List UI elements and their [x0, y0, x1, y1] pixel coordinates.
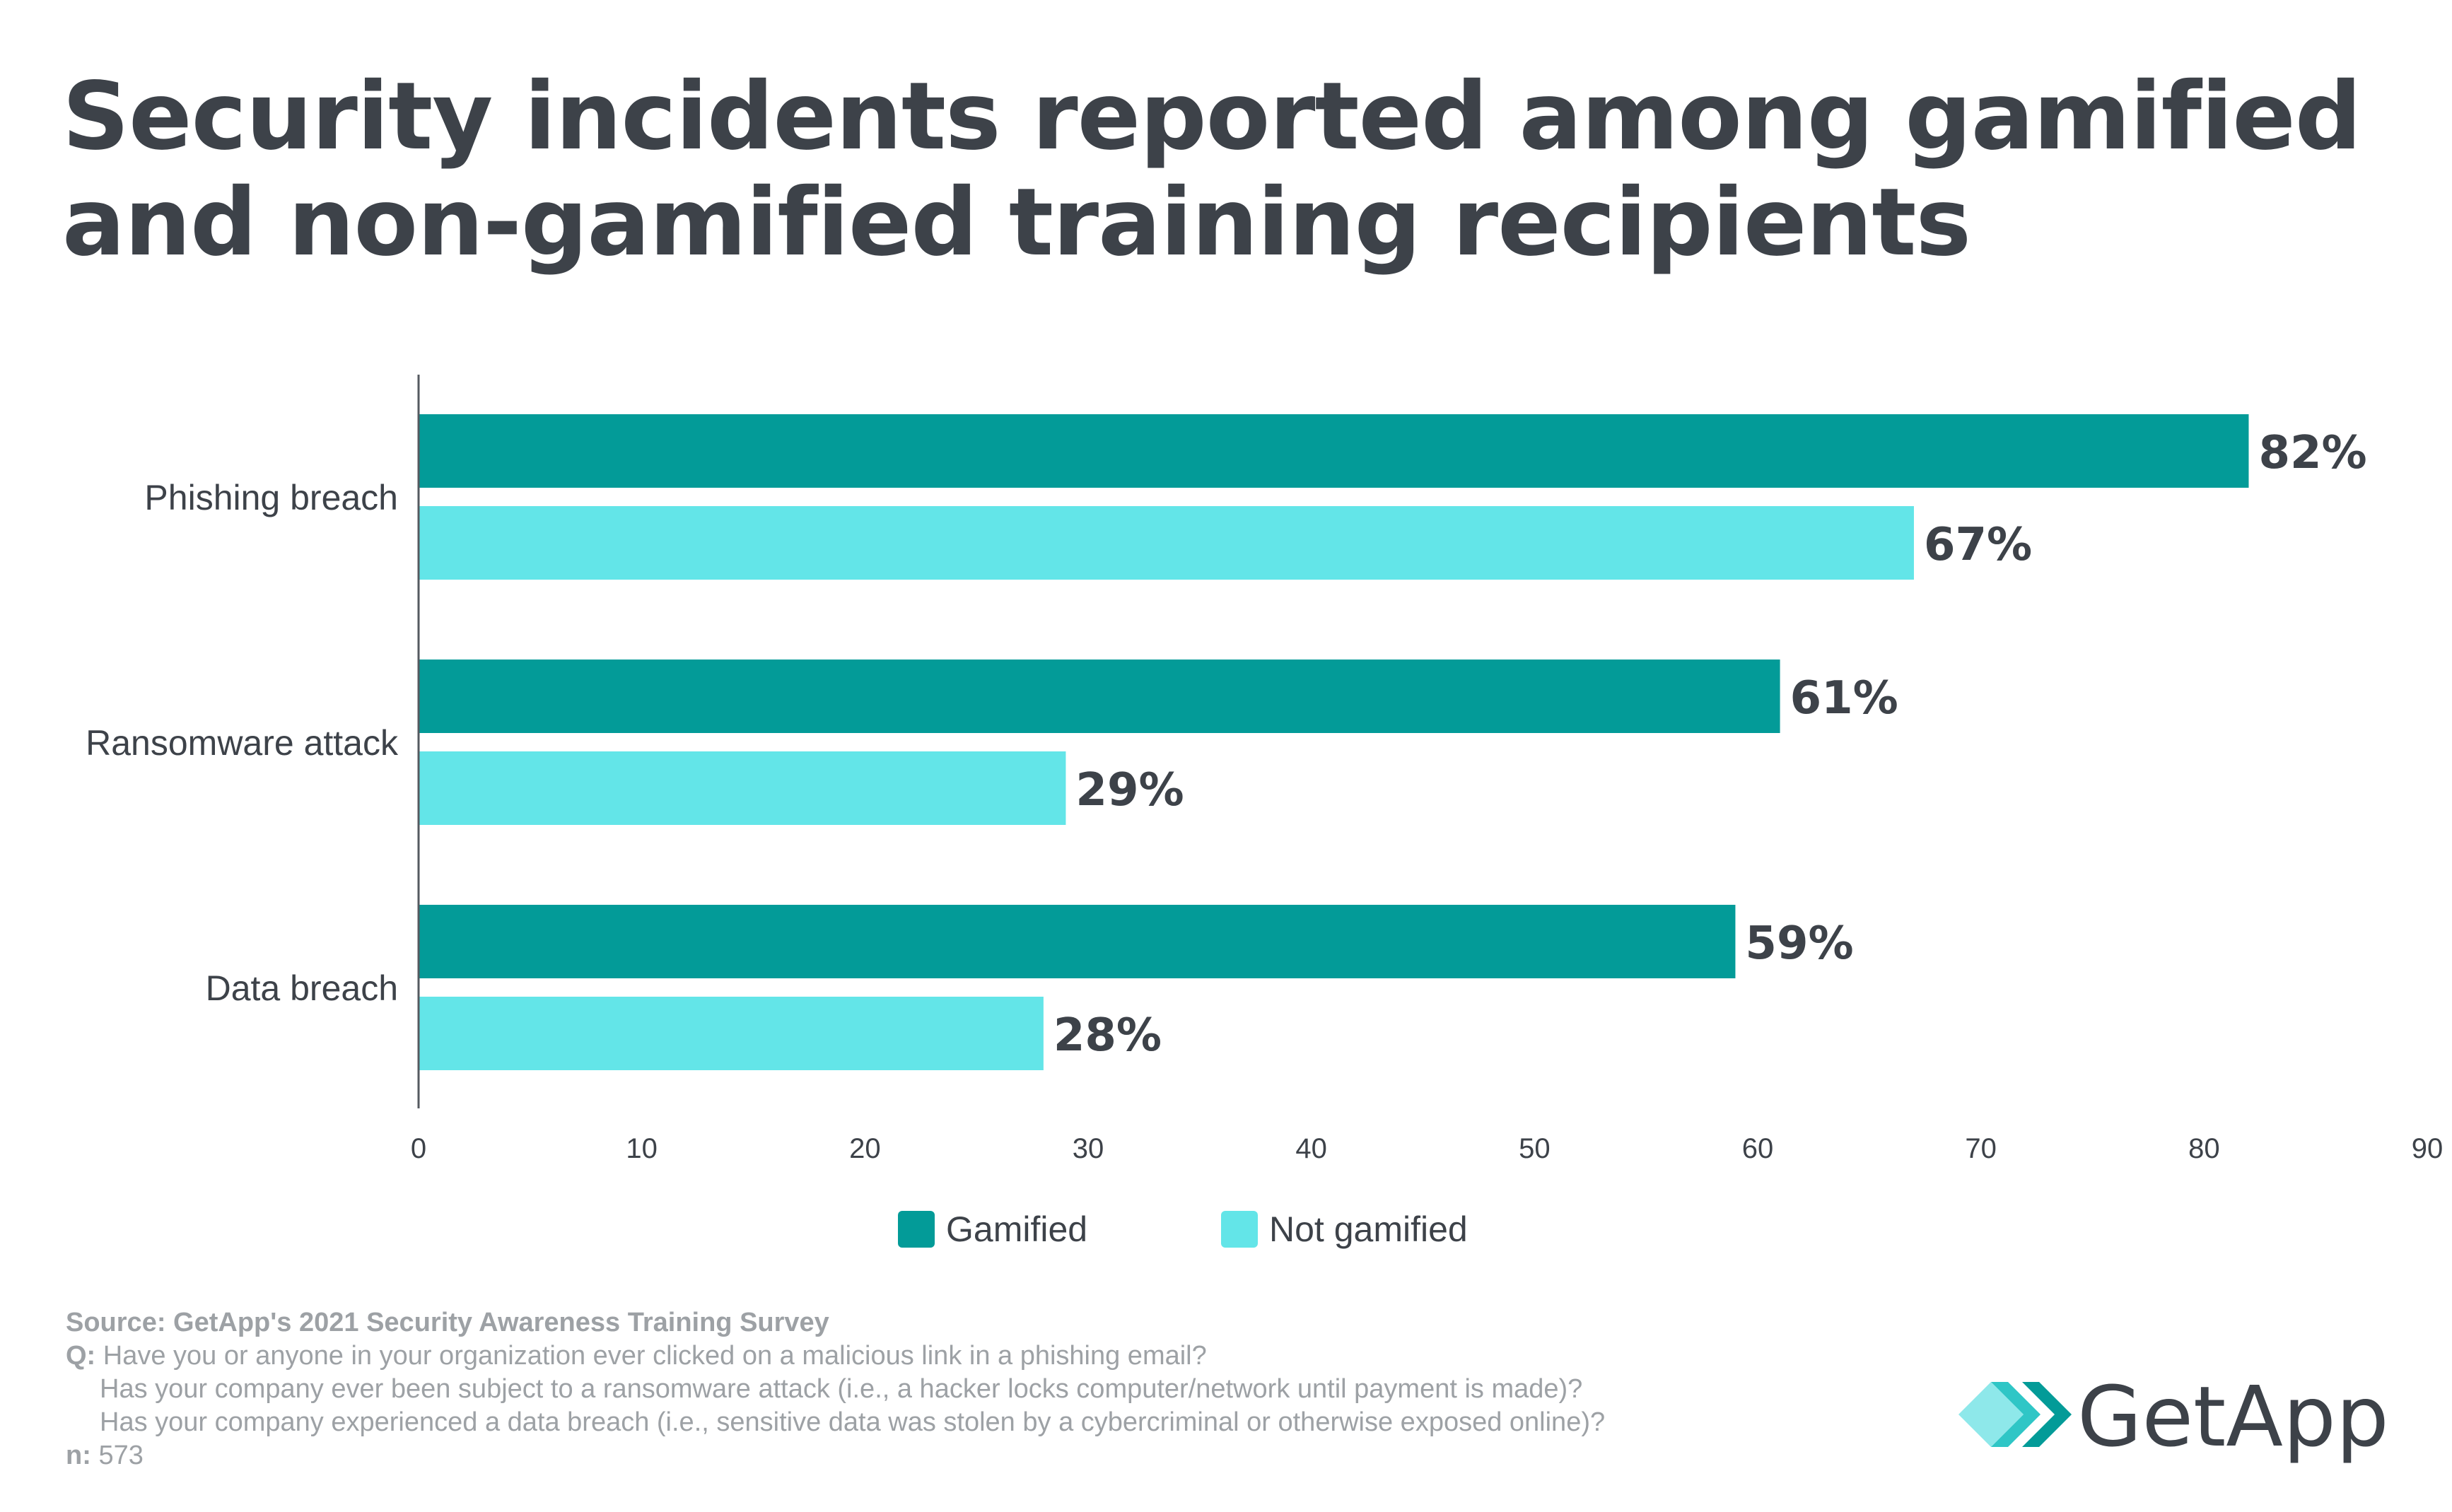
x-tick-label: 90: [2412, 1133, 2444, 1164]
bar-not-gamified-2: [419, 997, 1044, 1070]
data-label: 61%: [1790, 672, 1898, 725]
data-label: 82%: [2258, 427, 2366, 479]
x-tick-label: 30: [1073, 1133, 1104, 1164]
bar-gamified-1: [419, 660, 1780, 733]
source-text: GetApp's 2021 Security Awareness Trainin…: [173, 1308, 829, 1337]
sample-size-label: n:: [66, 1441, 91, 1470]
source-line: Source: GetApp's 2021 Security Awareness…: [66, 1306, 1605, 1340]
logo-chevron-front: [2022, 1382, 2072, 1447]
sample-size-line: n: 573: [66, 1439, 1605, 1472]
x-tick-label: 0: [411, 1133, 426, 1164]
data-label: 67%: [1924, 519, 2032, 571]
x-tick-label: 60: [1742, 1133, 1774, 1164]
bar-not-gamified-1: [419, 751, 1066, 825]
source-label: Source:: [66, 1308, 166, 1337]
x-tick-label: 50: [1519, 1133, 1551, 1164]
x-tick-label: 80: [2188, 1133, 2220, 1164]
legend-swatch: [898, 1211, 935, 1248]
category-label: Ransomware attack: [86, 723, 399, 763]
category-label: Data breach: [206, 968, 398, 1008]
chart-title: Security incidents reported among gamifi…: [62, 62, 2361, 277]
question-line-2: Has your company ever been subject to a …: [100, 1374, 1583, 1404]
logo-mark-icon: [1958, 1382, 2072, 1447]
x-tick-label: 20: [849, 1133, 881, 1164]
question-line-3: Has your company experienced a data brea…: [100, 1407, 1606, 1437]
legend-label: Not gamified: [1269, 1209, 1468, 1249]
data-label: 29%: [1075, 764, 1184, 816]
data-label: 28%: [1053, 1009, 1162, 1062]
legend-swatch: [1221, 1211, 1258, 1248]
logo-chevron-middle: [1991, 1382, 2041, 1447]
question-text-1: Have you or anyone in your organization …: [103, 1341, 1207, 1371]
bar-gamified-0: [419, 414, 2249, 488]
legend-label: Gamified: [946, 1209, 1087, 1249]
bar-chart: 82% 61% 59% 67% 29% 28% Phishing breach Ransomw…: [86, 375, 2444, 1249]
question-label: Q:: [66, 1341, 96, 1371]
x-tick-label: 10: [626, 1133, 658, 1164]
footer-notes: Source: GetApp's 2021 Security Awareness…: [66, 1306, 1605, 1472]
x-tick-label: 40: [1295, 1133, 1327, 1164]
sample-size-value: 573: [98, 1441, 144, 1470]
category-label: Phishing breach: [144, 478, 398, 517]
question-line-1: Q: Have you or anyone in your organizati…: [66, 1340, 1605, 1373]
data-label: 59%: [1745, 918, 1853, 970]
logo-wordmark: GetApp: [2077, 1368, 2389, 1465]
bar-gamified-2: [419, 905, 1736, 978]
getapp-logo: GetApp: [1958, 1368, 2389, 1465]
x-tick-label: 70: [1965, 1133, 1997, 1164]
bar-not-gamified-0: [419, 506, 1914, 580]
